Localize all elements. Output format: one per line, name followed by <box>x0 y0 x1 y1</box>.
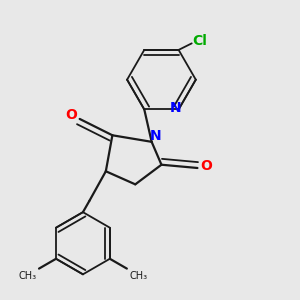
Text: O: O <box>201 159 212 173</box>
Text: CH₃: CH₃ <box>130 271 148 281</box>
Text: Cl: Cl <box>193 34 207 48</box>
Text: N: N <box>170 101 182 115</box>
Text: CH₃: CH₃ <box>18 271 36 281</box>
Text: O: O <box>65 108 77 122</box>
Text: N: N <box>150 129 161 143</box>
